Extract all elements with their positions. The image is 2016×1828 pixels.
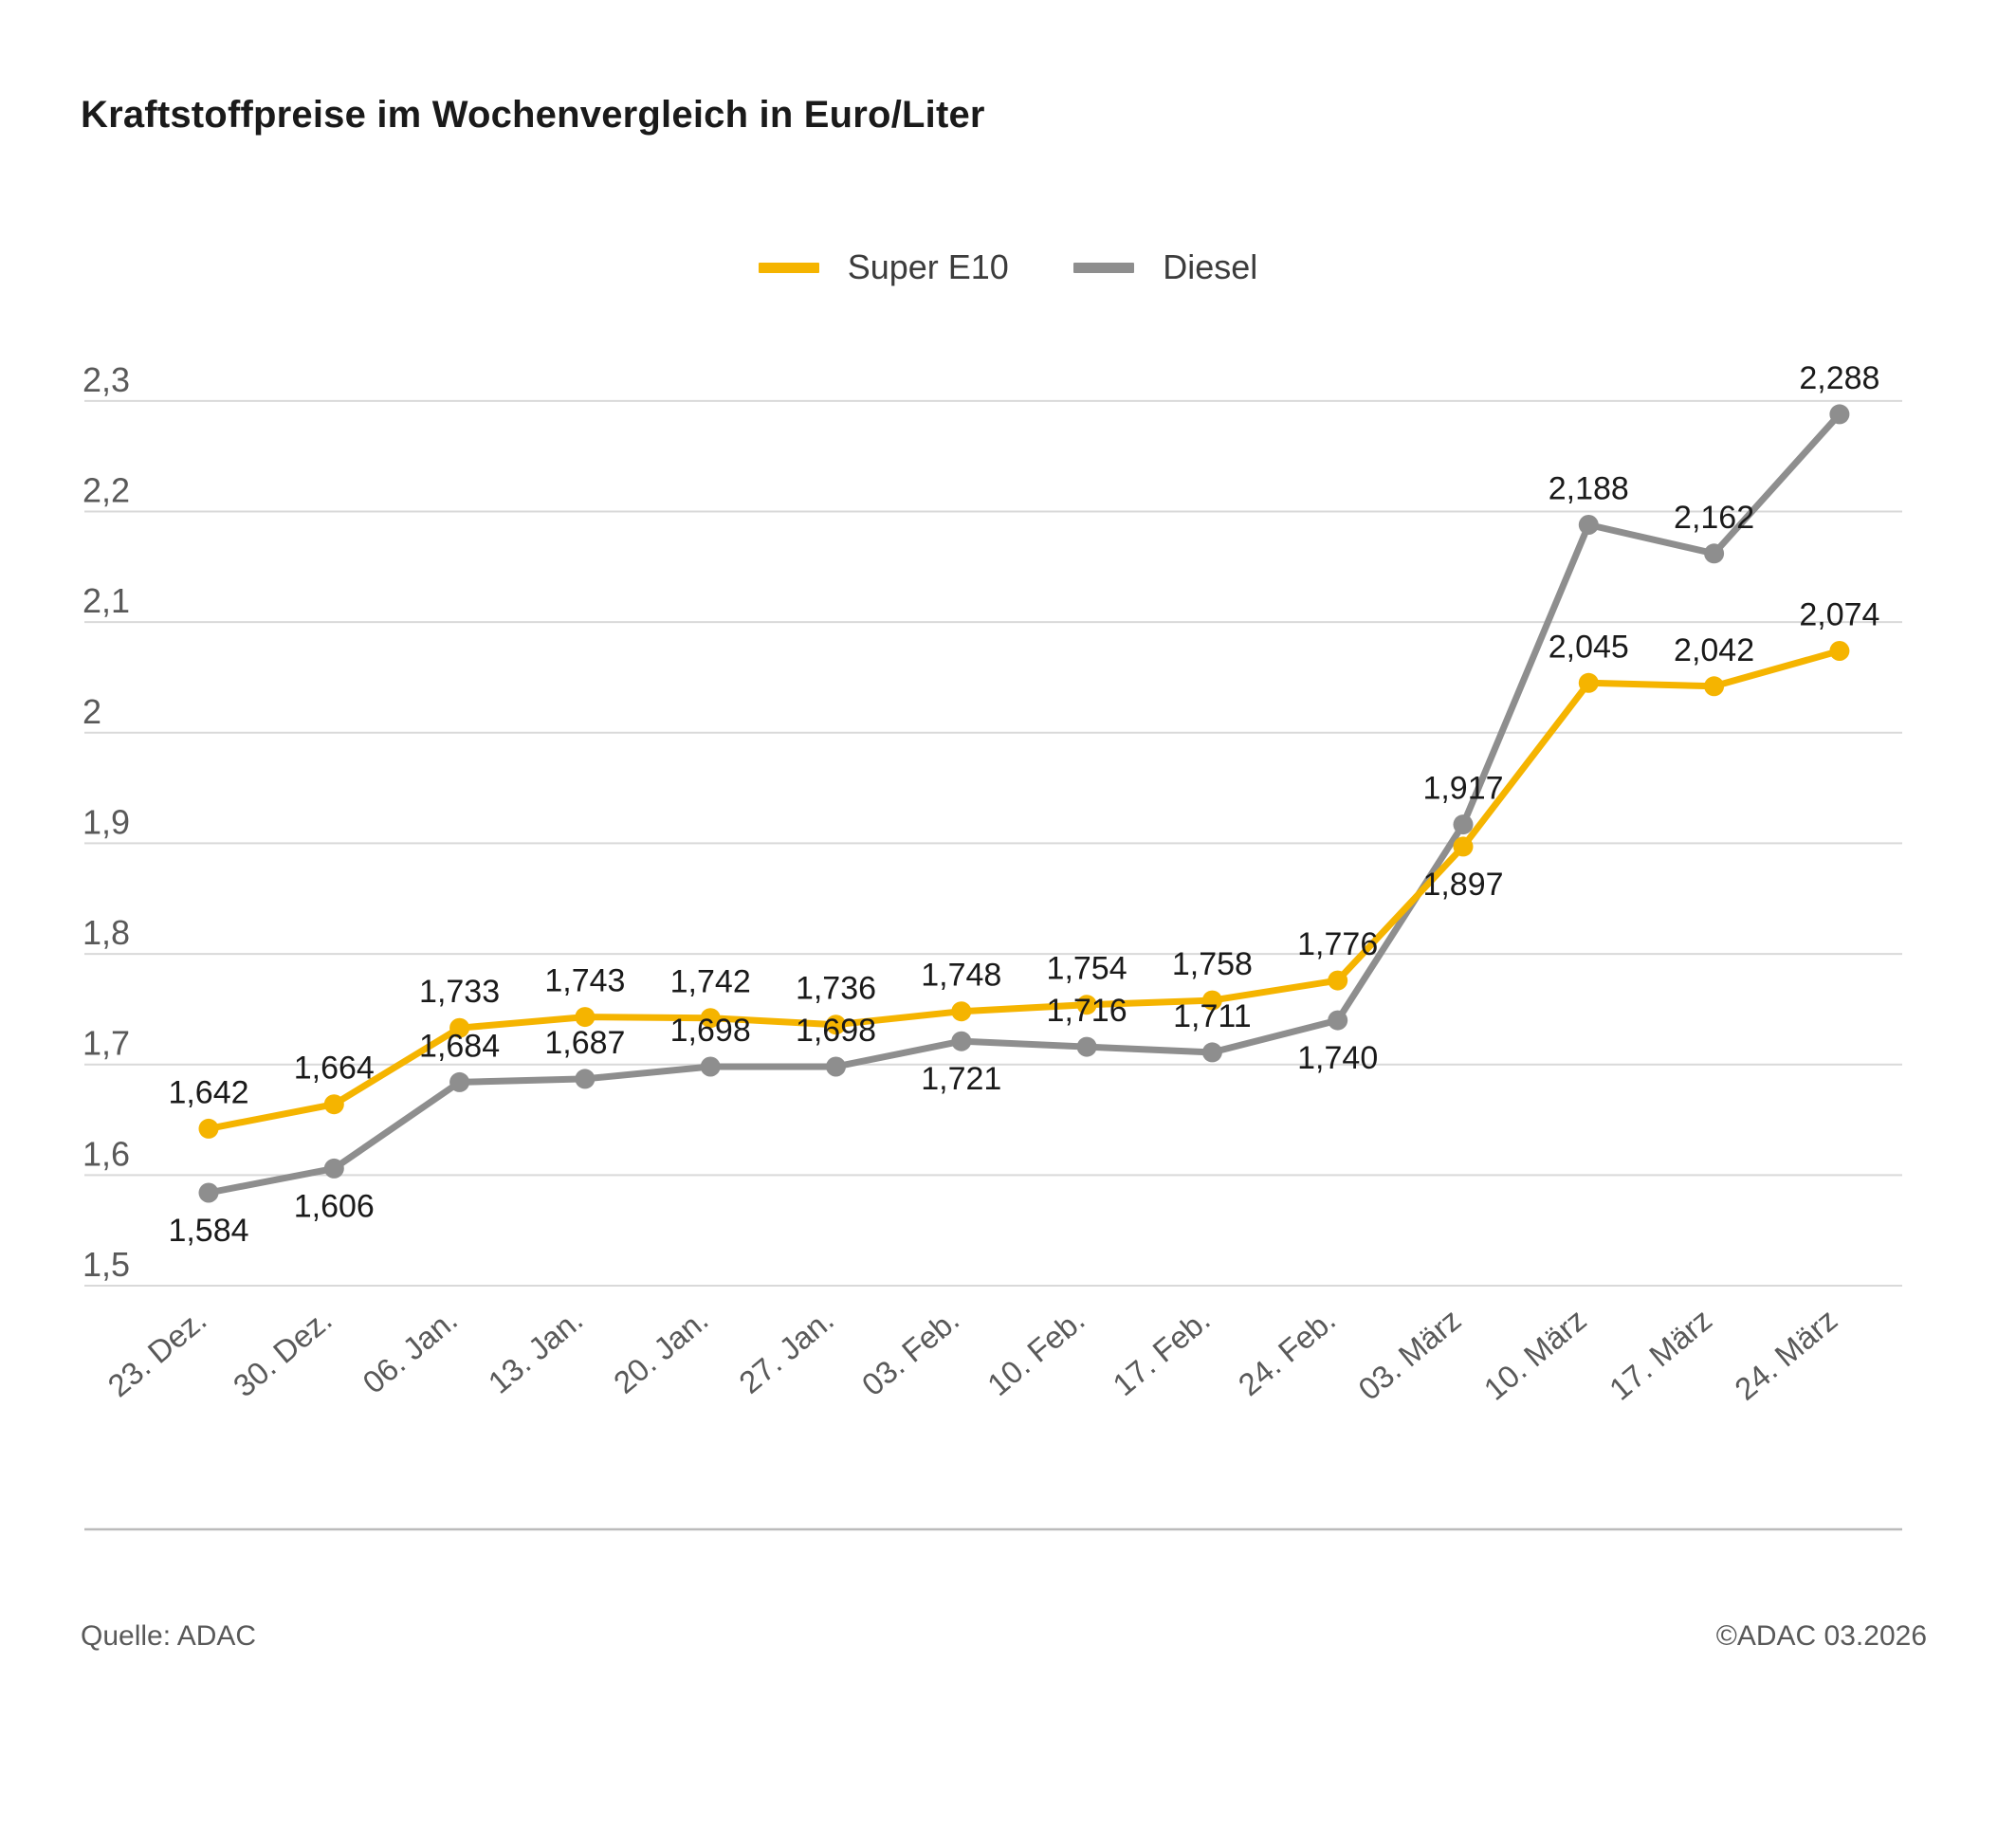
- svg-text:1,754: 1,754: [1047, 951, 1127, 987]
- svg-text:24. Feb.: 24. Feb.: [1232, 1302, 1343, 1402]
- svg-text:1,736: 1,736: [796, 971, 876, 1007]
- svg-text:1,606: 1,606: [294, 1188, 375, 1224]
- svg-text:2,045: 2,045: [1549, 629, 1629, 665]
- svg-text:23. Dez.: 23. Dez.: [101, 1302, 213, 1403]
- svg-text:03. Feb.: 03. Feb.: [855, 1302, 966, 1402]
- svg-text:1,776: 1,776: [1297, 926, 1378, 962]
- svg-text:2: 2: [82, 692, 101, 731]
- svg-text:2,188: 2,188: [1549, 471, 1629, 507]
- svg-text:10. März: 10. März: [1477, 1302, 1593, 1407]
- svg-text:1,758: 1,758: [1172, 946, 1253, 982]
- svg-text:1,716: 1,716: [1047, 993, 1127, 1029]
- svg-text:1,664: 1,664: [294, 1051, 375, 1087]
- svg-text:2,162: 2,162: [1674, 500, 1754, 536]
- svg-text:27. Jan.: 27. Jan.: [732, 1302, 840, 1400]
- svg-text:2,042: 2,042: [1674, 632, 1754, 668]
- svg-text:17. Feb.: 17. Feb.: [1106, 1302, 1217, 1402]
- svg-text:1,7: 1,7: [82, 1024, 130, 1063]
- svg-text:24. März: 24. März: [1728, 1302, 1843, 1407]
- svg-text:03. März: 03. März: [1351, 1302, 1467, 1407]
- svg-text:17. März: 17. März: [1603, 1302, 1718, 1407]
- svg-text:1,740: 1,740: [1297, 1040, 1378, 1076]
- svg-text:1,584: 1,584: [168, 1213, 248, 1249]
- svg-text:2,1: 2,1: [82, 581, 130, 620]
- svg-text:1,8: 1,8: [82, 913, 130, 952]
- svg-text:2,074: 2,074: [1799, 597, 1879, 633]
- svg-text:1,733: 1,733: [419, 974, 500, 1010]
- svg-text:06. Jan.: 06. Jan.: [356, 1302, 464, 1400]
- svg-text:1,917: 1,917: [1422, 771, 1503, 807]
- svg-text:1,742: 1,742: [670, 964, 751, 1000]
- svg-text:1,642: 1,642: [168, 1074, 248, 1110]
- svg-text:2,3: 2,3: [82, 360, 130, 399]
- svg-text:2,2: 2,2: [82, 471, 130, 510]
- svg-text:1,5: 1,5: [82, 1245, 130, 1284]
- svg-text:1,684: 1,684: [419, 1028, 500, 1064]
- svg-text:1,687: 1,687: [544, 1025, 625, 1061]
- svg-text:1,698: 1,698: [670, 1013, 751, 1049]
- svg-text:1,711: 1,711: [1173, 998, 1252, 1034]
- svg-text:1,897: 1,897: [1422, 867, 1503, 903]
- svg-text:10. Feb.: 10. Feb.: [981, 1302, 1091, 1402]
- svg-text:2,288: 2,288: [1799, 360, 1879, 396]
- svg-text:13. Jan.: 13. Jan.: [482, 1302, 590, 1400]
- svg-text:1,698: 1,698: [796, 1013, 876, 1049]
- svg-text:20. Jan.: 20. Jan.: [607, 1302, 715, 1400]
- svg-text:1,6: 1,6: [82, 1134, 130, 1173]
- svg-text:1,721: 1,721: [921, 1061, 1001, 1097]
- svg-text:1,9: 1,9: [82, 802, 130, 841]
- svg-text:1,743: 1,743: [544, 963, 625, 999]
- svg-text:1,748: 1,748: [921, 958, 1001, 994]
- svg-text:30. Dez.: 30. Dez.: [227, 1302, 339, 1403]
